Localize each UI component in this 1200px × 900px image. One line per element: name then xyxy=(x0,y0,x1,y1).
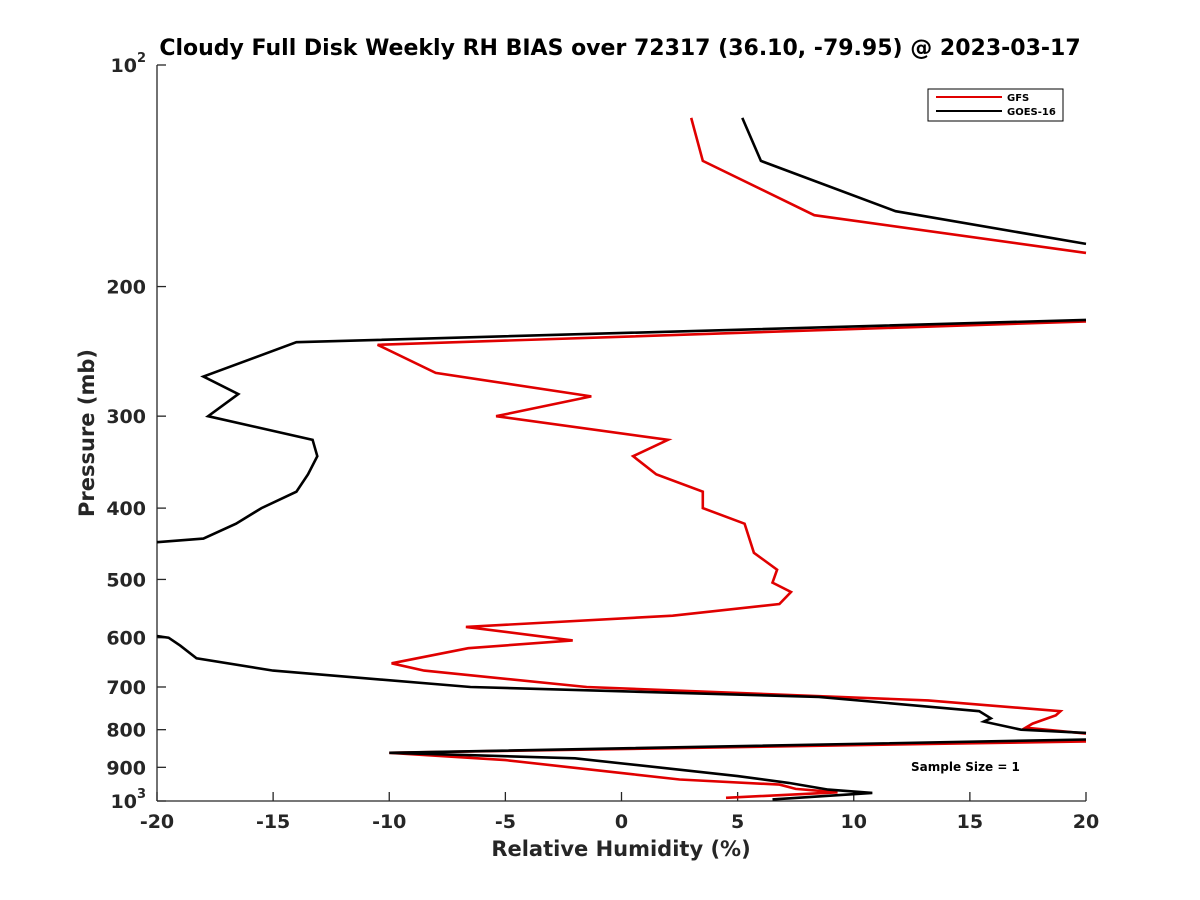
x-axis-label: Relative Humidity (%) xyxy=(491,837,750,861)
y-tick-label: 500 xyxy=(106,569,146,591)
y-tick-label: 900 xyxy=(106,757,146,779)
series-lines xyxy=(156,117,1087,801)
y-tick-label: 700 xyxy=(106,677,146,699)
x-tick-label: 0 xyxy=(615,811,628,833)
x-tick-label: -10 xyxy=(372,811,406,833)
y-tick-base: 10 xyxy=(111,55,137,77)
y-tick-label: 102 xyxy=(111,51,147,77)
y-tick-label: 400 xyxy=(106,498,146,520)
y-tick-label: 103 xyxy=(111,787,147,813)
y-axis-label: Pressure (mb) xyxy=(75,349,99,517)
y-tick-exponent: 2 xyxy=(137,51,146,66)
y-tick-label: 200 xyxy=(106,277,146,299)
x-tick-label: -5 xyxy=(495,811,516,833)
series-line-goes16 xyxy=(156,117,1087,801)
legend: GFS GOES-16 xyxy=(927,88,1064,122)
x-tick-label: -15 xyxy=(256,811,290,833)
x-tick-label: 10 xyxy=(841,811,867,833)
legend-box xyxy=(927,88,1064,122)
chart-title: Cloudy Full Disk Weekly RH BIAS over 723… xyxy=(159,36,1080,61)
x-ticks: -20 -15 -10 -5 0 5 10 15 20 xyxy=(140,792,1099,833)
y-tick-label: 600 xyxy=(106,628,146,650)
x-tick-label: 5 xyxy=(731,811,744,833)
x-tick-label: 15 xyxy=(957,811,983,833)
y-tick-base: 10 xyxy=(111,791,137,813)
y-tick-label: 300 xyxy=(106,406,146,428)
y-tick-label: 800 xyxy=(106,720,146,742)
x-tick-label: -20 xyxy=(140,811,174,833)
legend-label-goes16: GOES-16 xyxy=(1007,107,1056,118)
legend-label-gfs: GFS xyxy=(1007,93,1029,104)
x-tick-label: 20 xyxy=(1073,811,1099,833)
y-tick-exponent: 3 xyxy=(137,787,146,802)
sample-size-annotation: Sample Size = 1 xyxy=(911,760,1020,774)
